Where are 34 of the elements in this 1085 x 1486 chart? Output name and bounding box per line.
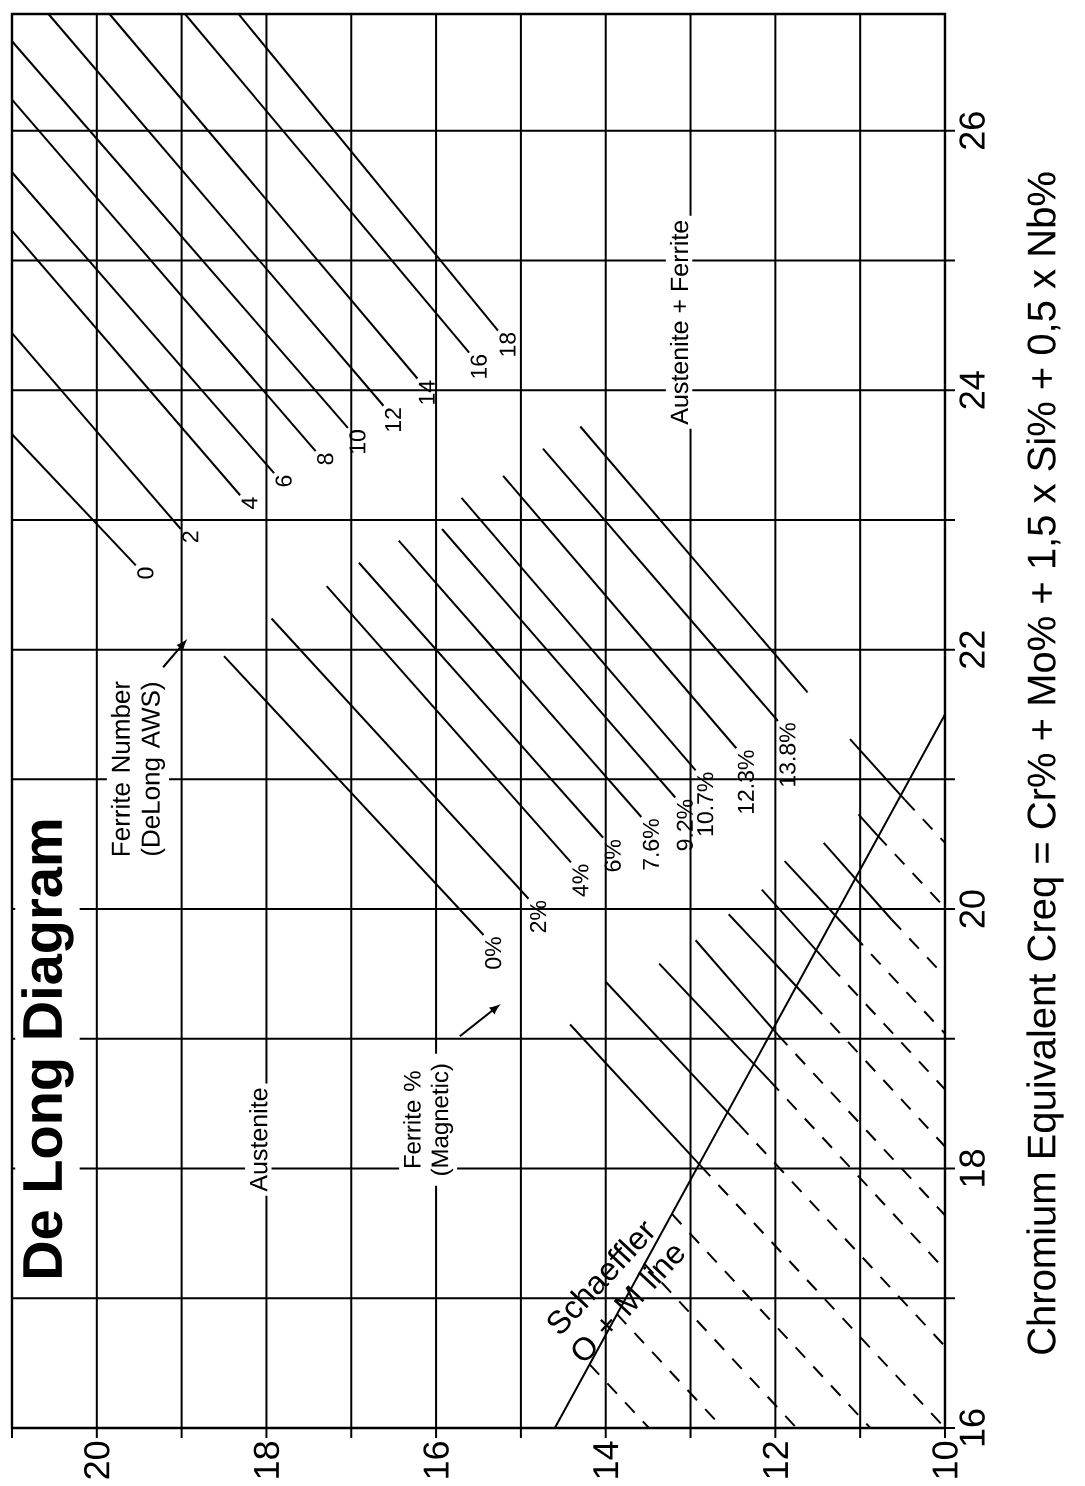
annotation: Ferrite % (Magnetic) bbox=[403, 1064, 454, 1175]
annotation: 2 bbox=[182, 531, 199, 543]
annotation: 0% bbox=[484, 937, 502, 969]
x-tick-label: 14 bbox=[593, 1441, 619, 1478]
annotation: 2% bbox=[529, 900, 547, 933]
y-tick-label: 16 bbox=[959, 1409, 985, 1446]
annotation: 13.8% bbox=[779, 723, 796, 786]
annotation: 0 bbox=[137, 567, 154, 579]
annotation: 18 bbox=[499, 332, 516, 356]
x-tick-label: 10 bbox=[932, 1441, 958, 1478]
annotation: Austenite bbox=[249, 1088, 268, 1192]
annotation: 8 bbox=[317, 453, 334, 465]
annotation: 7.6% bbox=[642, 819, 660, 870]
x-tick-label: 18 bbox=[253, 1441, 280, 1478]
annotation: Ferrite Number (DeLong AWS) bbox=[110, 681, 165, 856]
annotation: 4 bbox=[241, 497, 258, 509]
y-tick-label: 26 bbox=[959, 112, 985, 149]
y-tick-label: 22 bbox=[959, 631, 985, 668]
x-tick-label: 12 bbox=[762, 1442, 788, 1478]
annotation: 4% bbox=[572, 864, 589, 897]
annotation: 16 bbox=[470, 355, 487, 378]
annotation: 12.3% bbox=[737, 750, 755, 814]
y-tick-label: 18 bbox=[959, 1150, 985, 1186]
x-tick-label: 16 bbox=[423, 1441, 449, 1478]
x-tick-label: 20 bbox=[84, 1441, 110, 1479]
text: De Long Diagram bbox=[21, 820, 74, 1278]
annotation: 14 bbox=[418, 380, 435, 404]
annotation: 10.7% bbox=[697, 772, 714, 836]
y-tick-label: 24 bbox=[959, 371, 985, 409]
y-axis-title: Chromium Equivalent Creq = Cr% + Mo% + 1,5 x Si% + 0,5 x Nb% bbox=[1026, 172, 1064, 1354]
annotation: 6 bbox=[275, 475, 292, 487]
y-tick-label: 20 bbox=[959, 890, 985, 928]
annotation: 12 bbox=[384, 408, 401, 431]
annotation: Austenite + Ferrite bbox=[669, 220, 689, 425]
